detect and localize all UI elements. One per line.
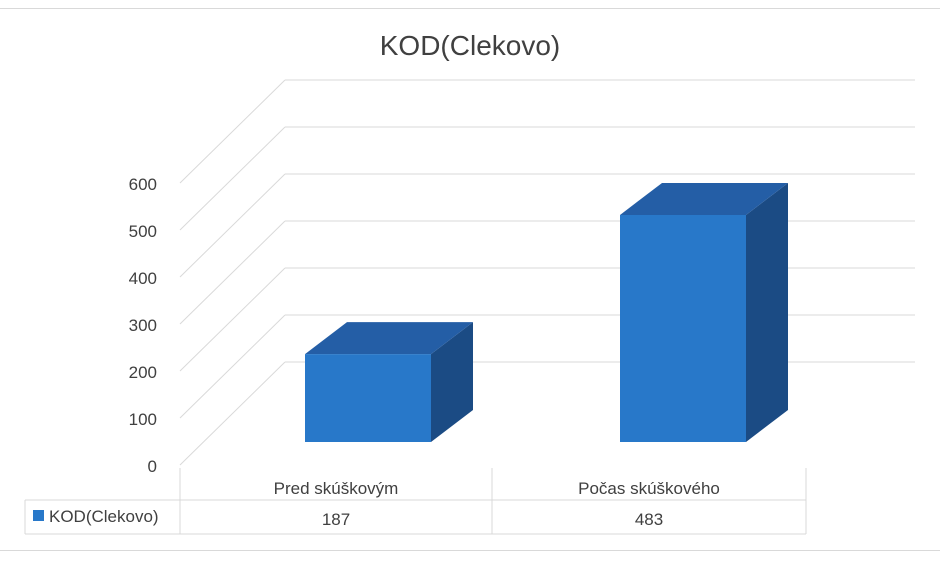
gridline-diagonal: [179, 79, 286, 184]
y-tick-label: 100: [129, 410, 157, 429]
y-tick-label: 400: [129, 269, 157, 288]
data-label: 187: [322, 510, 350, 529]
legend-swatch: [33, 510, 44, 521]
x-tick-label: Počas skúškového: [578, 479, 720, 498]
data-label: 483: [635, 510, 663, 529]
gridline-diagonal: [179, 267, 286, 372]
bar-top: [305, 322, 473, 355]
gridline-diagonal: [179, 173, 286, 278]
bar-side: [746, 182, 788, 443]
y-tick-label: 600: [129, 175, 157, 194]
bar-top: [620, 182, 788, 215]
chart-frame-top: [0, 8, 940, 9]
chart-title: KOD(Clekovo): [379, 30, 561, 61]
bar: [305, 354, 431, 442]
y-tick-label: 200: [129, 363, 157, 382]
gridline-diagonal: [179, 126, 286, 231]
bar-side: [431, 322, 473, 442]
x-tick-label: Pred skúškovým: [274, 479, 399, 498]
chart-frame-bottom: [0, 550, 940, 551]
y-tick-label: 500: [129, 222, 157, 241]
gridline-diagonal: [179, 361, 286, 466]
y-tick-label: 0: [148, 457, 157, 476]
legend-label: KOD(Clekovo): [49, 507, 159, 526]
bar: [620, 214, 746, 442]
gridline-diagonal: [179, 314, 286, 419]
gridline-diagonal: [179, 220, 286, 325]
y-tick-label: 300: [129, 316, 157, 335]
